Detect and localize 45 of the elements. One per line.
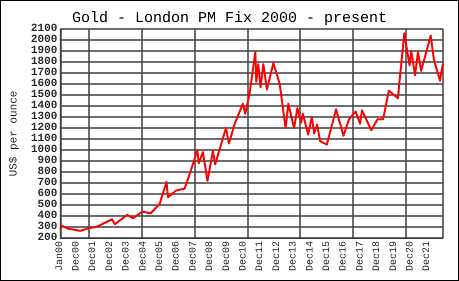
- x-tick-label: Dec17: [355, 241, 366, 272]
- x-tick-label: Dec13: [288, 241, 300, 272]
- y-tick-label: 1500: [30, 89, 58, 101]
- y-tick-label: 1000: [30, 144, 58, 156]
- x-tick-label: Dec03: [122, 241, 133, 272]
- y-tick-label: 1700: [30, 67, 58, 79]
- y-tick-label: 400: [37, 210, 58, 222]
- chart-title: Gold - London PM Fix 2000 - present: [72, 10, 388, 27]
- x-tick-label: Dec04: [138, 241, 150, 272]
- y-tick-label: 2000: [30, 34, 58, 46]
- x-tick-label: Dec09: [222, 241, 233, 272]
- x-tick-label: Dec19: [388, 241, 400, 272]
- line-series: [59, 32, 444, 232]
- x-tick-label: Dec20: [405, 241, 416, 272]
- x-tick-label: Dec11: [255, 241, 266, 272]
- x-tick-label: Dec02: [104, 241, 116, 272]
- y-tick-label: 1200: [30, 122, 58, 134]
- y-tick-label: 1100: [30, 133, 58, 145]
- y-axis-title: US$ per ounce: [8, 90, 20, 176]
- y-tick-label: 1600: [30, 78, 58, 90]
- y-tick-label: 2100: [30, 23, 58, 35]
- x-tick-label: Dec01: [88, 241, 100, 272]
- y-tick-label: 600: [37, 188, 58, 200]
- y-tick-label: 300: [37, 221, 58, 233]
- x-tick-label: Dec00: [71, 241, 82, 272]
- y-tick-label: 800: [37, 166, 58, 178]
- x-tick-label: Dec16: [338, 241, 350, 272]
- x-tick-label: Dec10: [238, 241, 250, 272]
- y-tick-label: 700: [37, 177, 58, 189]
- x-tick-label: Dec18: [372, 241, 384, 272]
- y-tick-label: 900: [37, 155, 58, 167]
- x-tick-label: Dec06: [172, 241, 183, 272]
- x-tick-label: Dec08: [205, 241, 216, 272]
- y-tick-label: 1400: [30, 100, 58, 112]
- y-tick-label: 1800: [30, 56, 58, 68]
- y-tick-label: 500: [37, 199, 58, 211]
- x-tick-label: Dec05: [154, 241, 166, 272]
- x-tick-label: Dec21: [422, 241, 434, 272]
- y-tick-label: 1300: [30, 111, 58, 123]
- x-tick-label: Dec15: [322, 241, 333, 272]
- x-tick-label: Dec12: [272, 241, 283, 272]
- x-tick-label: Jan00: [54, 241, 66, 272]
- y-tick-label: 1900: [30, 45, 58, 57]
- x-tick-label: Dec07: [188, 241, 200, 272]
- x-tick-label: Dec14: [305, 241, 316, 272]
